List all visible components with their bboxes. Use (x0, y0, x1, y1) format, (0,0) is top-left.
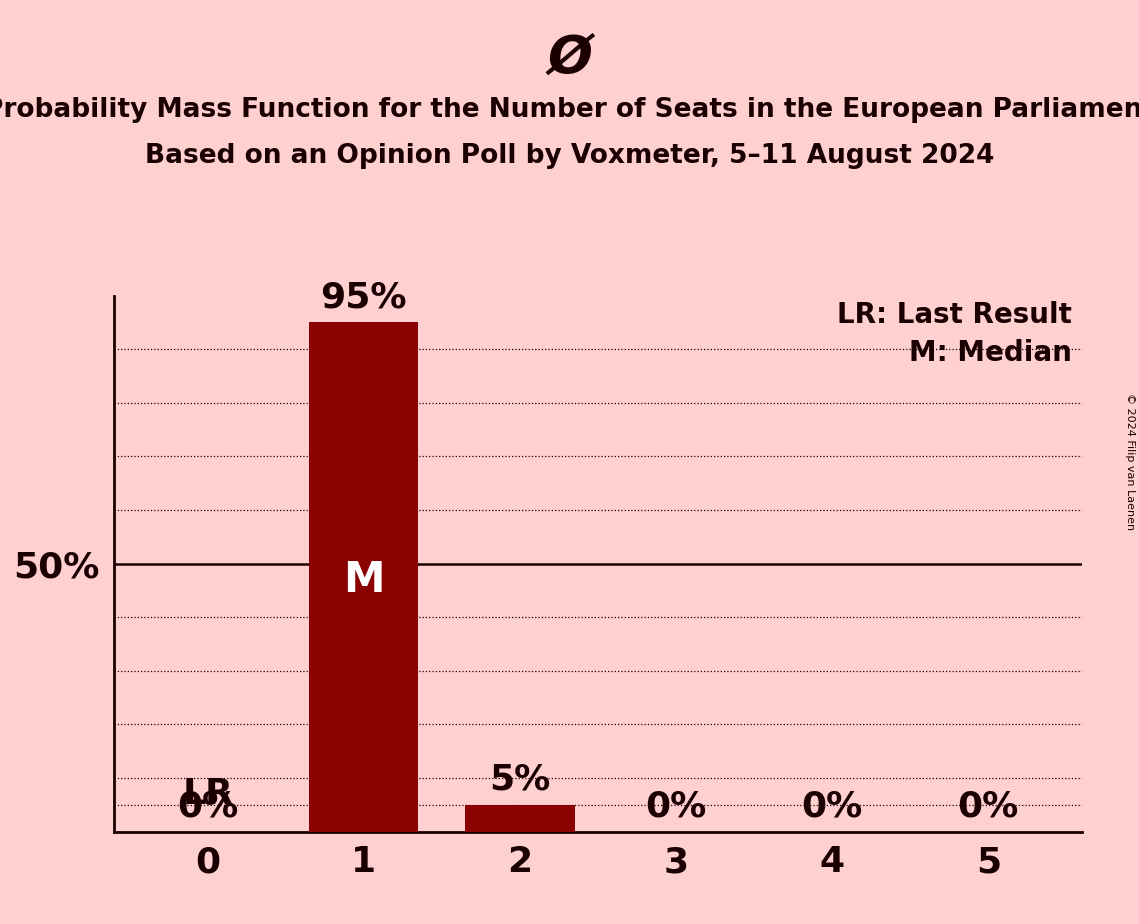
Text: LR: Last Result: LR: Last Result (837, 301, 1073, 329)
Text: 95%: 95% (320, 281, 407, 314)
Text: 5%: 5% (490, 763, 550, 796)
Text: LR: LR (182, 777, 233, 811)
Text: 0%: 0% (958, 790, 1019, 823)
Text: M: Median: M: Median (910, 338, 1073, 367)
Text: Probability Mass Function for the Number of Seats in the European Parliament: Probability Mass Function for the Number… (0, 97, 1139, 123)
Text: 0%: 0% (177, 790, 238, 823)
Text: M: M (343, 559, 385, 601)
Text: 0%: 0% (802, 790, 863, 823)
Bar (309, 322, 418, 832)
Text: 0%: 0% (646, 790, 706, 823)
Text: © 2024 Filip van Laenen: © 2024 Filip van Laenen (1125, 394, 1134, 530)
Text: Based on an Opinion Poll by Voxmeter, 5–11 August 2024: Based on an Opinion Poll by Voxmeter, 5–… (145, 143, 994, 169)
Text: Ø: Ø (547, 32, 592, 84)
Bar (465, 805, 574, 832)
